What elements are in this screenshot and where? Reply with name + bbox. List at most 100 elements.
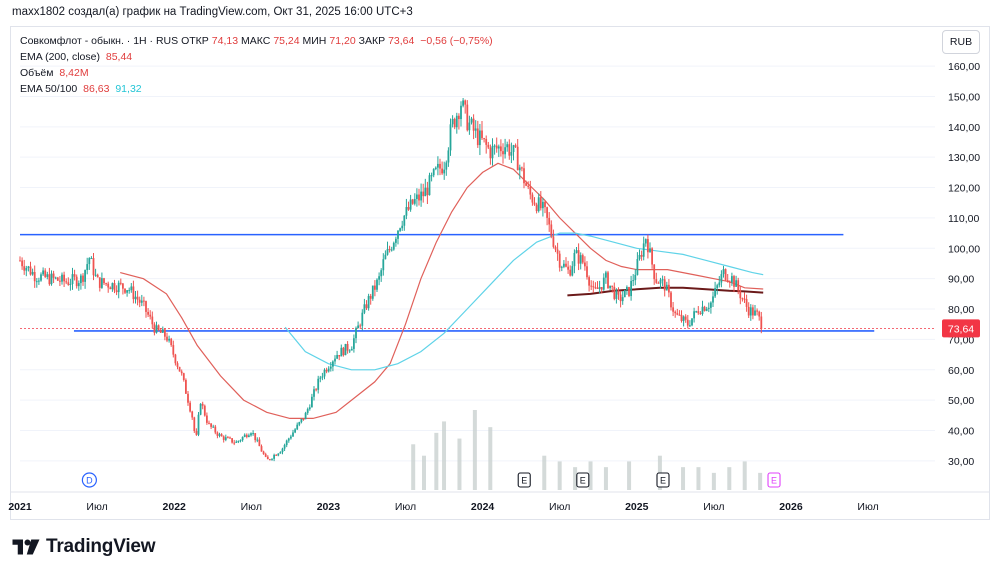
candle-body xyxy=(460,105,462,120)
candle-body xyxy=(73,274,76,277)
candle-body xyxy=(474,128,477,131)
candle-body xyxy=(416,194,418,199)
candle-body xyxy=(657,282,660,284)
candle-body xyxy=(749,307,752,316)
candle-body xyxy=(617,290,620,295)
candle-body xyxy=(273,454,275,459)
candle-body xyxy=(369,295,372,299)
volume-label: Объём xyxy=(20,67,54,79)
candle-body xyxy=(533,202,536,205)
candle-body xyxy=(710,302,712,308)
candle-body xyxy=(754,310,756,316)
candle-body xyxy=(31,272,34,275)
candle-body xyxy=(733,276,735,287)
candle-body xyxy=(159,329,162,333)
candle-body xyxy=(407,207,410,210)
candle-body xyxy=(84,270,86,282)
candle-body xyxy=(214,426,217,433)
candle-body xyxy=(388,249,391,251)
candle-body xyxy=(403,215,406,226)
candle-body xyxy=(636,259,639,275)
candle-body xyxy=(722,269,725,275)
candle-body xyxy=(716,285,719,289)
candle-body xyxy=(124,288,126,293)
candle-body xyxy=(594,287,597,289)
candle-body xyxy=(491,146,494,159)
candle-body xyxy=(613,286,616,299)
candle-body xyxy=(44,270,47,277)
candle-body xyxy=(287,438,290,441)
candle-body xyxy=(155,325,158,333)
candle-body xyxy=(222,436,225,440)
candle-body xyxy=(262,451,265,455)
candle-body xyxy=(147,311,149,315)
candle-body xyxy=(665,284,668,291)
candle-body xyxy=(254,433,257,441)
candle-body xyxy=(502,151,504,155)
candle-body xyxy=(464,100,467,105)
candle-body xyxy=(338,355,341,357)
candle-body xyxy=(111,283,114,290)
candle-body xyxy=(472,118,475,131)
candle-body xyxy=(189,402,191,412)
candle-body xyxy=(113,283,116,291)
candle-body xyxy=(592,286,595,288)
candle-body xyxy=(134,296,137,300)
candle-body xyxy=(92,258,95,276)
currency-button[interactable]: RUB xyxy=(942,30,980,54)
candle-body xyxy=(98,277,101,288)
candle-body xyxy=(737,280,740,291)
candle-body xyxy=(542,201,544,209)
candle-body xyxy=(182,373,185,380)
candle-body xyxy=(676,313,679,315)
candle-body xyxy=(630,280,632,297)
ema50-value: 86,63 xyxy=(83,83,110,95)
candle-body xyxy=(206,415,208,423)
candle-body xyxy=(642,243,645,257)
candle-body xyxy=(107,283,110,288)
candle-body xyxy=(353,338,355,349)
candle-body xyxy=(67,282,70,285)
candle-body xyxy=(218,434,221,436)
candle-body xyxy=(424,187,427,197)
legend-volume-row[interactable]: Объём 8,42M xyxy=(20,65,493,81)
candle-body xyxy=(571,266,574,276)
candle-body xyxy=(684,316,687,320)
candle-body xyxy=(516,146,519,171)
candle-body xyxy=(122,283,124,289)
y-axis: 160,00 150,00 140,00 130,00 120,00 110,00 100,… xyxy=(948,61,980,468)
candle-body xyxy=(420,191,422,201)
candle-body xyxy=(321,376,324,378)
tradingview-logo-icon xyxy=(12,539,40,555)
x-tick-label: Июл xyxy=(86,501,107,513)
y-tick-label: 80,00 xyxy=(948,304,974,316)
candle-body xyxy=(623,289,626,298)
symbol-title[interactable]: Совкомфлот - обыкн. · 1Н · RUS xyxy=(20,35,179,47)
high-value: 75,24 xyxy=(273,35,300,47)
candle-body xyxy=(176,363,179,367)
candle-body xyxy=(231,438,233,443)
candle-body xyxy=(376,279,378,290)
close-value: 73,64 xyxy=(388,35,415,47)
candle-body xyxy=(294,429,296,433)
candle-body xyxy=(560,266,563,268)
candle-body xyxy=(518,167,521,171)
legend-ema200-row[interactable]: EMA (200, close) 85,44 xyxy=(20,49,493,65)
candle-body xyxy=(325,369,328,372)
legend-ema-cross-row[interactable]: EMA 50/100 86,63 91,32 xyxy=(20,81,493,97)
y-tick-label: 150,00 xyxy=(948,91,980,103)
candle-body xyxy=(243,434,246,437)
candle-body xyxy=(374,285,376,290)
candle-body xyxy=(437,163,439,168)
candle-body xyxy=(653,264,656,280)
candle-body xyxy=(136,296,139,300)
candle-body xyxy=(359,325,362,327)
tradingview-brand[interactable]: TradingView xyxy=(12,536,156,558)
candle-body xyxy=(651,248,653,265)
candle-body xyxy=(277,453,280,456)
candle-body xyxy=(529,186,532,195)
candle-body xyxy=(539,197,542,209)
candle-body xyxy=(296,424,299,430)
volume-bar xyxy=(627,461,632,490)
